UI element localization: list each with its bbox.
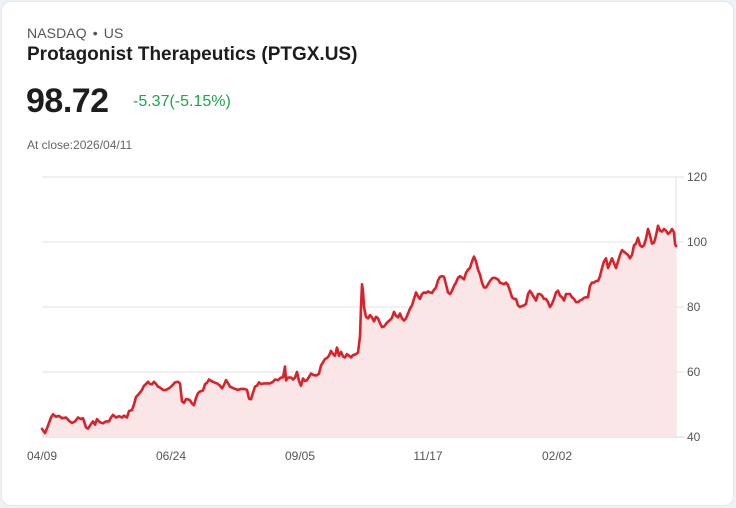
y-axis-labels: 40 60 80 100 120 xyxy=(687,170,707,444)
close-date: At close:2026/04/11 xyxy=(27,138,133,152)
y-tick-label: 60 xyxy=(687,365,701,379)
x-axis-labels: 04/09 06/24 09/05 11/17 02/02 xyxy=(27,449,572,463)
price-line xyxy=(40,224,678,435)
x-tick-label: 04/09 xyxy=(27,449,57,463)
y-tick-label: 80 xyxy=(687,300,701,314)
x-tick-label: 11/17 xyxy=(413,449,442,463)
exchange-name: NASDAQ xyxy=(27,25,87,41)
price-change: -5.37(-5.15%) xyxy=(133,93,231,110)
x-tick-label: 09/05 xyxy=(285,449,315,463)
x-tick-label: 02/02 xyxy=(542,449,572,463)
exchange-line: NASDAQ • US xyxy=(27,25,123,41)
stock-title: Protagonist Therapeutics (PTGX.US) xyxy=(27,44,358,65)
separator-dot: • xyxy=(92,25,98,41)
y-tick-label: 120 xyxy=(687,170,707,184)
x-tick-label: 06/24 xyxy=(156,449,186,463)
y-tick-label: 40 xyxy=(687,430,701,444)
y-tick-label: 100 xyxy=(687,235,707,249)
current-price: 98.72 xyxy=(26,82,109,120)
country-code: US xyxy=(103,25,124,41)
price-area-fill xyxy=(42,225,676,437)
